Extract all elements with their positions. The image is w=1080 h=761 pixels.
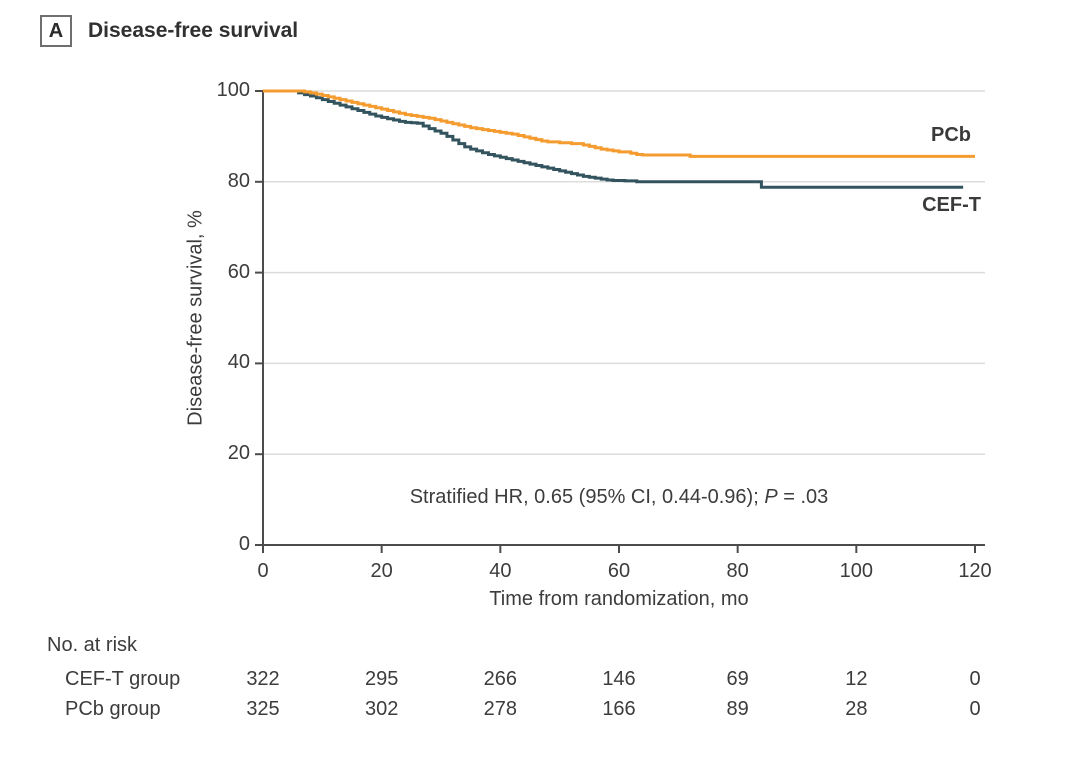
- y-tick-label-20: 20: [227, 442, 250, 465]
- risk-row-label-pcb: PCb group: [65, 698, 161, 720]
- risk-count-cef-t-120: 0: [969, 668, 981, 690]
- x-tick-label-60: 60: [607, 560, 631, 582]
- y-tick-label-80: 80: [227, 169, 250, 192]
- figure-title: Disease-free survival: [88, 19, 299, 42]
- curve-cef-t: [263, 89, 964, 189]
- gridlines: [263, 90, 985, 455]
- risk-count-cef-t-60: 146: [602, 668, 636, 690]
- curve-label-pcb: PCb: [931, 124, 971, 146]
- panel-label-box: A: [40, 15, 72, 47]
- x-axis-title: Time from randomization, mo: [489, 588, 749, 610]
- x-tick-label-20: 20: [370, 560, 393, 582]
- survival-curves: [263, 89, 975, 189]
- axes: [255, 90, 985, 553]
- hr-annotation-prefix: Stratified HR, 0.65 (95% CI, 0.44-0.96);: [409, 486, 759, 508]
- risk-count-cef-t-80: 69: [726, 668, 749, 690]
- hr-annotation-p: P: [764, 486, 778, 508]
- risk-count-pcb-0: 325: [246, 698, 280, 720]
- risk-count-pcb-120: 0: [969, 698, 981, 720]
- risk-count-cef-t-20: 295: [364, 668, 399, 690]
- y-tick-label-0: 0: [238, 533, 250, 555]
- y-tick-label-40: 40: [227, 351, 250, 374]
- risk-count-pcb-80: 89: [726, 698, 749, 720]
- figure-header: A Disease-free survival: [0, 0, 1080, 60]
- curve-label-ceft: CEF-T: [922, 194, 981, 216]
- hr-annotation: Stratified HR, 0.65 (95% CI, 0.44-0.96);…: [263, 486, 975, 509]
- risk-count-pcb-60: 166: [602, 698, 636, 720]
- x-tick-label-120: 120: [958, 560, 992, 582]
- risk-count-cef-t-100: 12: [845, 668, 868, 690]
- x-tick-label-40: 40: [489, 560, 512, 582]
- risk-count-cef-t-0: 322: [246, 668, 280, 690]
- risk-count-pcb-100: 28: [845, 698, 868, 720]
- y-axis-title: Disease-free survival, %: [184, 210, 207, 426]
- x-tick-label-0: 0: [257, 560, 269, 582]
- risk-table-header: No. at risk: [47, 634, 138, 656]
- x-tick-label-100: 100: [839, 560, 874, 582]
- risk-row-label-ceft: CEF-T group: [65, 668, 181, 690]
- curve-pcb: [263, 89, 975, 158]
- panel-label: A: [48, 19, 64, 42]
- y-tick-label-60: 60: [227, 260, 250, 283]
- risk-count-pcb-20: 302: [364, 698, 399, 720]
- x-tick-label-80: 80: [726, 560, 749, 582]
- risk-count-cef-t-40: 266: [483, 668, 518, 690]
- risk-count-pcb-40: 278: [483, 698, 518, 720]
- y-tick-label-100: 100: [216, 79, 250, 101]
- hr-annotation-value: = .03: [783, 486, 829, 508]
